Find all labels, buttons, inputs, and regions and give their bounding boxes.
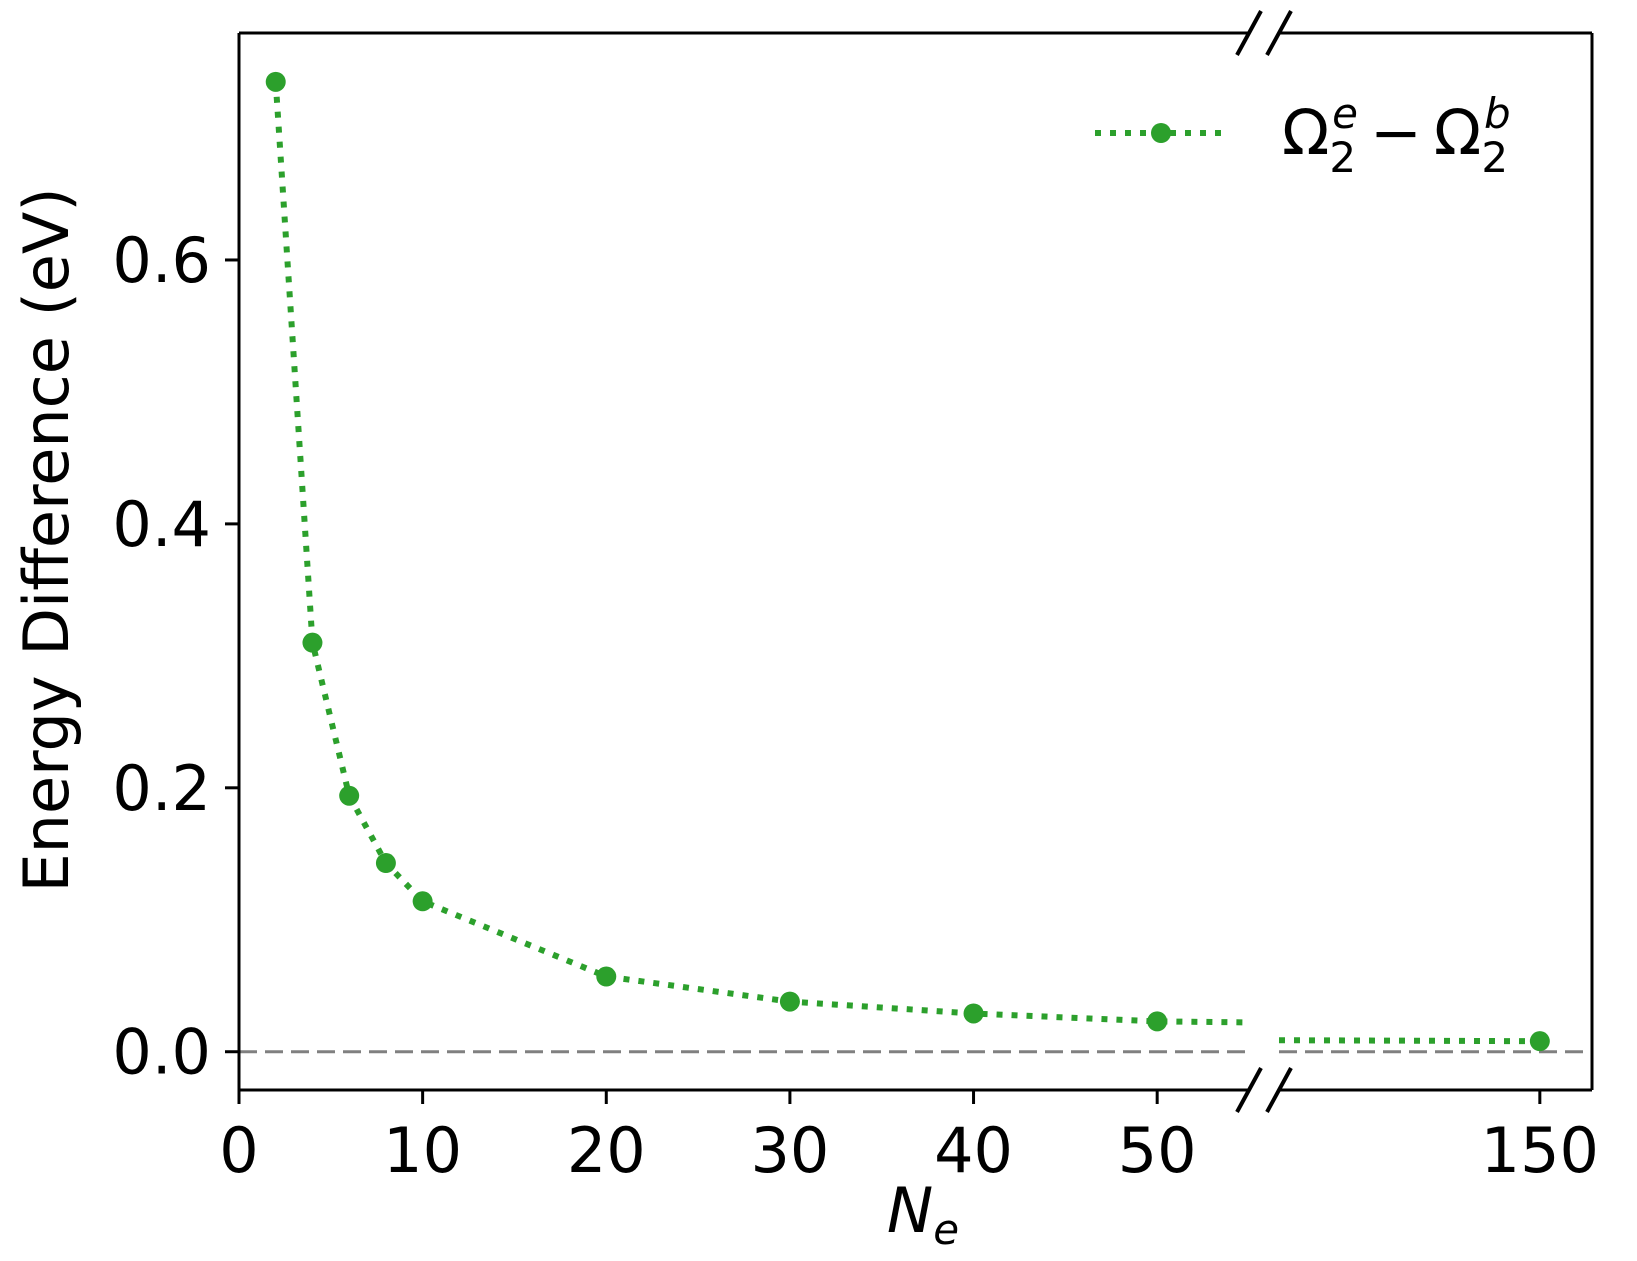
legend-sym2: Ω (1434, 96, 1481, 169)
x-axis-label-sub: e (933, 1205, 959, 1254)
break-mark-top-1 (1235, 10, 1263, 56)
axes: 0 10 20 30 40 50 150 0.0 0.2 0.4 0.6 (112, 10, 1599, 1187)
break-mark-bottom-1 (1235, 1067, 1263, 1113)
x-tick-label-0: 0 (219, 1114, 258, 1187)
x-tick-label-150: 150 (1481, 1114, 1599, 1187)
legend-sym1: Ω (1282, 96, 1329, 169)
legend-sub2: 2 (1481, 133, 1508, 182)
x-tick-label-30: 30 (750, 1114, 829, 1187)
y-tick-label-0.4: 0.4 (112, 488, 211, 561)
x-tick-label-20: 20 (567, 1114, 646, 1187)
y-tick-label-0.2: 0.2 (112, 752, 211, 825)
data-point-10 (412, 891, 433, 912)
x-tick-label-50: 50 (1118, 1114, 1197, 1187)
data-point-50 (1147, 1011, 1168, 1032)
legend: Ω2e − Ω2b (1095, 89, 1511, 182)
legend-sup2: b (1484, 89, 1511, 138)
break-mark-bottom-2 (1265, 1067, 1293, 1113)
legend-operator: − (1370, 96, 1422, 169)
y-tick-label-0: 0.0 (112, 1016, 211, 1089)
legend-marker (1151, 123, 1171, 143)
series-line-right (1278, 1037, 1540, 1045)
data-point-30 (779, 991, 800, 1012)
data-point-40 (963, 1003, 984, 1024)
series-line-left (272, 81, 1250, 1026)
legend-sub1: 2 (1329, 133, 1356, 182)
data-point-4 (302, 632, 323, 653)
y-tick-label-0.6: 0.6 (112, 224, 211, 297)
data-point-8 (375, 853, 396, 874)
x-tick-label-40: 40 (934, 1114, 1013, 1187)
data-point-2 (265, 71, 286, 92)
x-axis-label: Ne (887, 1174, 959, 1254)
legend-sup1: e (1332, 89, 1358, 138)
y-axis-label: Energy Difference (eV) (10, 187, 83, 892)
break-mark-top-2 (1265, 10, 1293, 56)
legend-label: Ω2e − Ω2b (1282, 89, 1511, 182)
data-point-20 (596, 966, 617, 987)
data-point-150 (1529, 1031, 1550, 1052)
data-point-6 (339, 785, 360, 806)
x-axis-label-main: N (887, 1174, 933, 1247)
x-tick-label-10: 10 (383, 1114, 462, 1187)
plot-area (239, 71, 1592, 1054)
